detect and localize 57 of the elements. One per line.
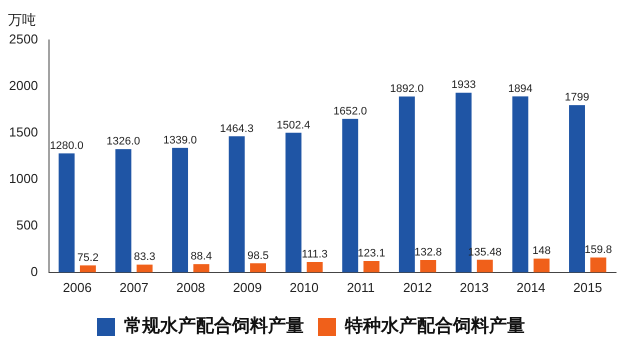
- data-label: 1652.0: [333, 105, 368, 118]
- data-label: 1799: [564, 92, 590, 104]
- x-tick-label: 2013: [460, 280, 489, 295]
- y-tick-label: 500: [16, 218, 38, 232]
- x-tick-label: 2009: [232, 280, 262, 295]
- data-label: 1464.3: [220, 122, 254, 135]
- data-label: 1933: [451, 79, 476, 92]
- bar: [590, 258, 606, 272]
- data-label: 1892.0: [390, 83, 424, 96]
- y-tick-label: 2000: [9, 78, 38, 94]
- data-label: 83.3: [134, 251, 156, 264]
- legend-label: 常规水产配合饲料产量: [124, 316, 304, 337]
- bar: [250, 263, 266, 272]
- bar: [398, 96, 415, 272]
- data-label: 1339.0: [163, 134, 197, 146]
- x-tick-label: 2010: [290, 280, 319, 295]
- bar: [420, 260, 436, 272]
- bar: [569, 105, 585, 272]
- data-label: 1326.0: [106, 136, 140, 148]
- bar: [476, 260, 493, 272]
- x-tick-label: 2008: [176, 280, 206, 295]
- bar: [512, 96, 528, 272]
- bar: [80, 265, 96, 272]
- x-tick-label: 2011: [346, 280, 375, 295]
- bar: [342, 118, 358, 272]
- x-tick-label: 2015: [573, 280, 602, 295]
- data-label: 1502.4: [276, 119, 310, 132]
- bar: [115, 149, 132, 272]
- data-label: 159.8: [584, 244, 612, 256]
- bar: [534, 258, 550, 272]
- data-label: 1280.0: [50, 140, 84, 152]
- data-label: 123.1: [358, 247, 386, 260]
- bar: [363, 260, 380, 272]
- data-label: 148: [532, 245, 551, 258]
- bar: [58, 153, 75, 272]
- y-tick-label: 1500: [9, 124, 38, 140]
- y-axis-title: 万吨: [8, 12, 36, 29]
- x-tick-label: 2006: [62, 280, 92, 295]
- data-label: 111.3: [302, 248, 328, 261]
- data-label: 88.4: [190, 250, 212, 263]
- bar: [286, 132, 302, 272]
- y-tick-label: 2500: [9, 32, 38, 47]
- data-label: 132.8: [414, 246, 442, 259]
- x-tick-label: 2007: [120, 280, 148, 295]
- data-label: 98.5: [247, 250, 269, 262]
- x-tick-label: 2014: [516, 280, 546, 295]
- bar: [172, 148, 188, 272]
- y-tick-label: 1000: [9, 171, 38, 186]
- bar: [136, 264, 153, 272]
- y-tick-label: 0: [30, 264, 38, 279]
- bar: [228, 136, 245, 272]
- bar: [193, 264, 210, 272]
- legend-label: 特种水产配合饲料产量: [344, 316, 525, 337]
- data-label: 1894: [508, 82, 533, 95]
- bar: [306, 262, 323, 272]
- data-label: 75.2: [77, 252, 99, 264]
- x-tick-label: 2012: [403, 280, 432, 295]
